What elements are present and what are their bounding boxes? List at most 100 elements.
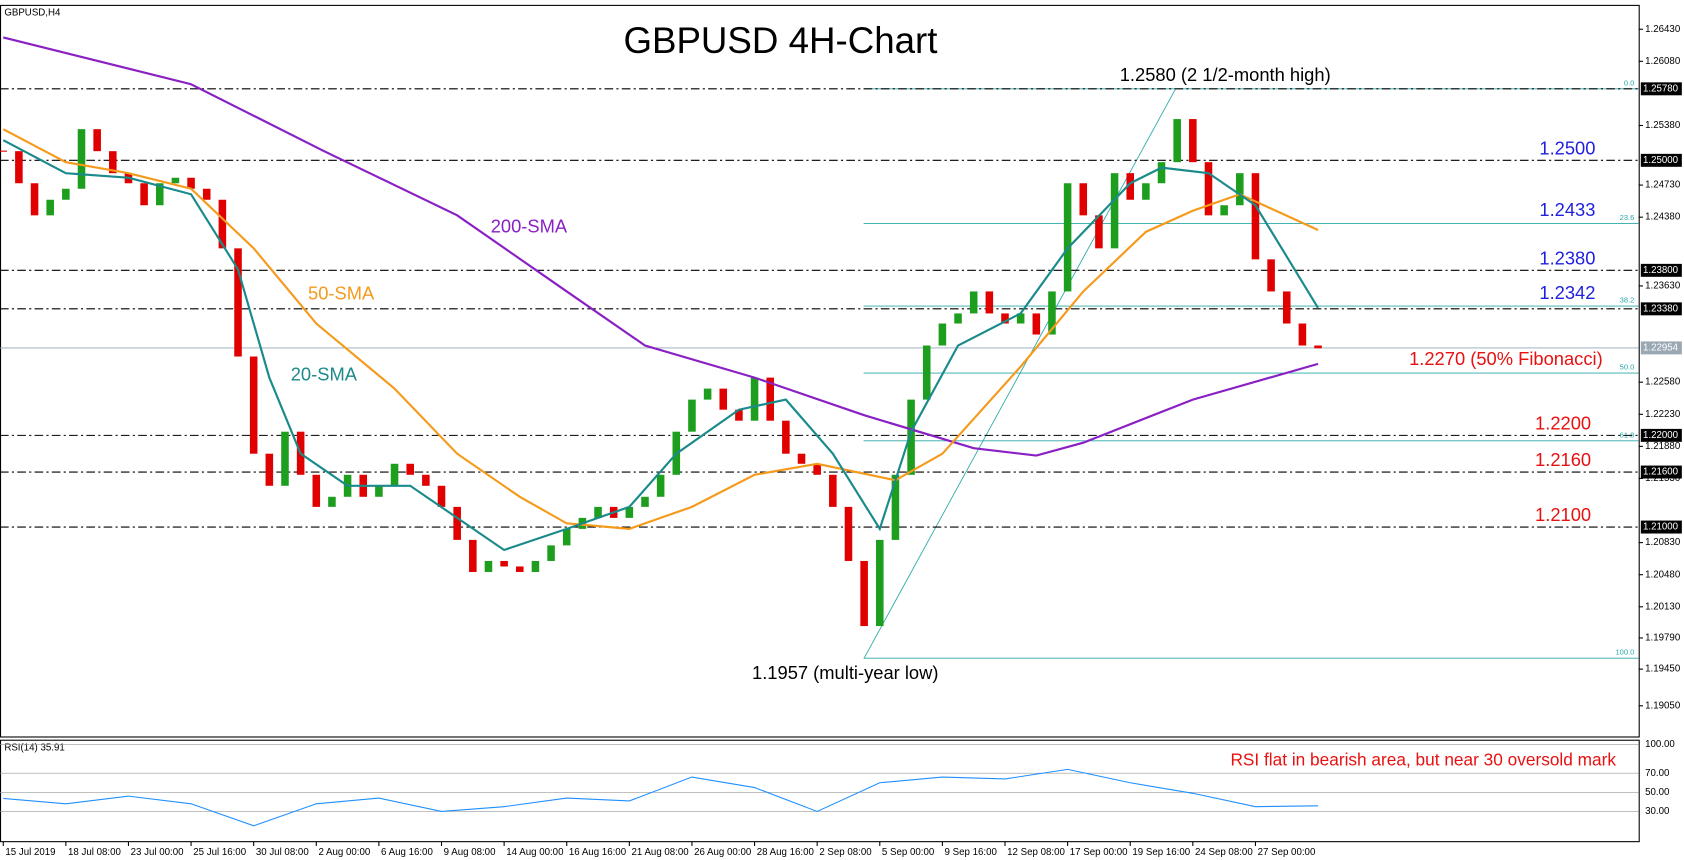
candle — [437, 485, 446, 507]
x-tick-label: 21 Aug 08:00 — [632, 847, 690, 858]
x-tick-label: 27 Sep 00:00 — [1258, 847, 1316, 858]
candle — [969, 291, 978, 314]
annotation: 1.2270 (50% Fibonacci) — [1409, 348, 1603, 369]
candle — [829, 474, 837, 507]
y-tick-label: 1.20480 — [1645, 569, 1681, 580]
candle — [1236, 173, 1244, 206]
candle — [390, 463, 399, 486]
candle — [1204, 162, 1213, 216]
candle — [1173, 119, 1181, 163]
rsi-label: RSI(14) 35.91 — [4, 742, 64, 753]
candle — [93, 129, 101, 152]
x-tick-label: 28 Aug 16:00 — [757, 847, 815, 858]
candle — [797, 453, 806, 464]
candle — [1001, 313, 1009, 324]
candle — [281, 431, 289, 486]
annotation: 1.2380 — [1539, 247, 1595, 268]
x-tick-label: 9 Sep 16:00 — [945, 847, 998, 858]
symbol-label: GBPUSD,H4 — [4, 8, 61, 19]
x-tick-label: 9 Aug 08:00 — [444, 847, 496, 858]
x-tick-label: 25 Jul 16:00 — [193, 847, 246, 858]
candle — [1016, 313, 1025, 324]
candle — [1048, 291, 1056, 335]
candle — [531, 560, 540, 572]
annotation: 1.2433 — [1539, 199, 1595, 220]
level-label: 1.21000 — [1643, 522, 1679, 533]
candle — [218, 199, 227, 249]
x-tick-label: 26 Aug 00:00 — [694, 847, 752, 858]
fibonacci-level: 100.0 — [1615, 648, 1634, 657]
candle — [1110, 173, 1119, 249]
level-label: 1.25780 — [1643, 83, 1679, 94]
annotation: 1.1957 (multi-year low) — [752, 662, 938, 683]
candle — [249, 356, 258, 454]
level-label: 1.23800 — [1643, 265, 1679, 276]
sma-label: 20-SMA — [291, 363, 358, 384]
candle — [1220, 205, 1228, 216]
y-tick-label: 1.19790 — [1645, 633, 1681, 644]
y-tick-label: 1.26430 — [1645, 24, 1681, 35]
rsi-tick-label: 70.00 — [1645, 768, 1670, 779]
candle — [782, 420, 790, 454]
candle — [109, 151, 117, 174]
candle — [641, 496, 649, 507]
x-tick-label: 23 Jul 00:00 — [131, 847, 184, 858]
candle — [46, 199, 54, 216]
y-tick-label: 1.22580 — [1645, 377, 1681, 388]
candle — [62, 188, 70, 200]
candle — [312, 474, 321, 507]
x-tick-label: 24 Sep 08:00 — [1195, 847, 1253, 858]
candle — [171, 177, 180, 184]
x-tick-label: 2 Aug 00:00 — [318, 847, 370, 858]
level-box — [1640, 153, 1682, 167]
candle — [922, 345, 931, 400]
candle — [453, 506, 461, 540]
y-tick-label: 1.23630 — [1645, 280, 1681, 291]
rsi-tick-label: 50.00 — [1645, 787, 1670, 798]
sma-line — [2, 128, 1319, 530]
candle — [515, 566, 524, 572]
candle — [954, 313, 962, 324]
level-box — [1640, 428, 1682, 442]
candle — [155, 183, 164, 206]
rsi-line — [3, 768, 1319, 827]
candle — [375, 485, 383, 497]
x-tick-label: 12 Sep 08:00 — [1007, 847, 1065, 858]
candle — [1032, 313, 1041, 335]
candle — [77, 129, 86, 189]
candle — [422, 474, 430, 486]
current-price-label: 1.22954 — [1643, 342, 1679, 353]
candle — [1282, 291, 1291, 324]
candle — [1079, 183, 1088, 216]
x-tick-label: 17 Sep 00:00 — [1070, 847, 1128, 858]
candle — [735, 409, 743, 421]
candle — [656, 474, 665, 497]
x-tick-label: 15 Jul 2019 — [5, 847, 55, 858]
x-tick-label: 2 Sep 08:00 — [819, 847, 872, 858]
candle — [234, 248, 242, 357]
candle — [938, 323, 947, 346]
sma-label: 200-SMA — [491, 216, 568, 237]
fibonacci-level: 38.2 — [1620, 296, 1635, 305]
candle — [484, 560, 493, 572]
candle — [750, 377, 759, 421]
candle — [876, 539, 884, 627]
candle — [703, 388, 712, 400]
x-tick-label: 6 Aug 16:00 — [381, 847, 433, 858]
candle — [500, 560, 508, 567]
x-tick-label: 19 Sep 16:00 — [1132, 847, 1190, 858]
y-tick-label: 1.26080 — [1645, 56, 1681, 67]
fibonacci-level: 0.0 — [1624, 78, 1635, 87]
candle — [562, 528, 571, 546]
candle — [1157, 162, 1166, 184]
candle — [1142, 183, 1150, 200]
level-label: 1.22000 — [1643, 430, 1679, 441]
rsi-annotation: RSI flat in bearish area, but near 30 ov… — [1230, 749, 1616, 769]
candle — [1298, 323, 1307, 346]
y-tick-label: 1.24730 — [1645, 180, 1681, 191]
candle — [547, 545, 555, 561]
candle — [187, 177, 195, 189]
y-tick-label: 1.20130 — [1645, 601, 1681, 612]
annotation: 1.2580 (2 1/2-month high) — [1120, 64, 1331, 85]
annotation: 1.2160 — [1535, 449, 1591, 470]
